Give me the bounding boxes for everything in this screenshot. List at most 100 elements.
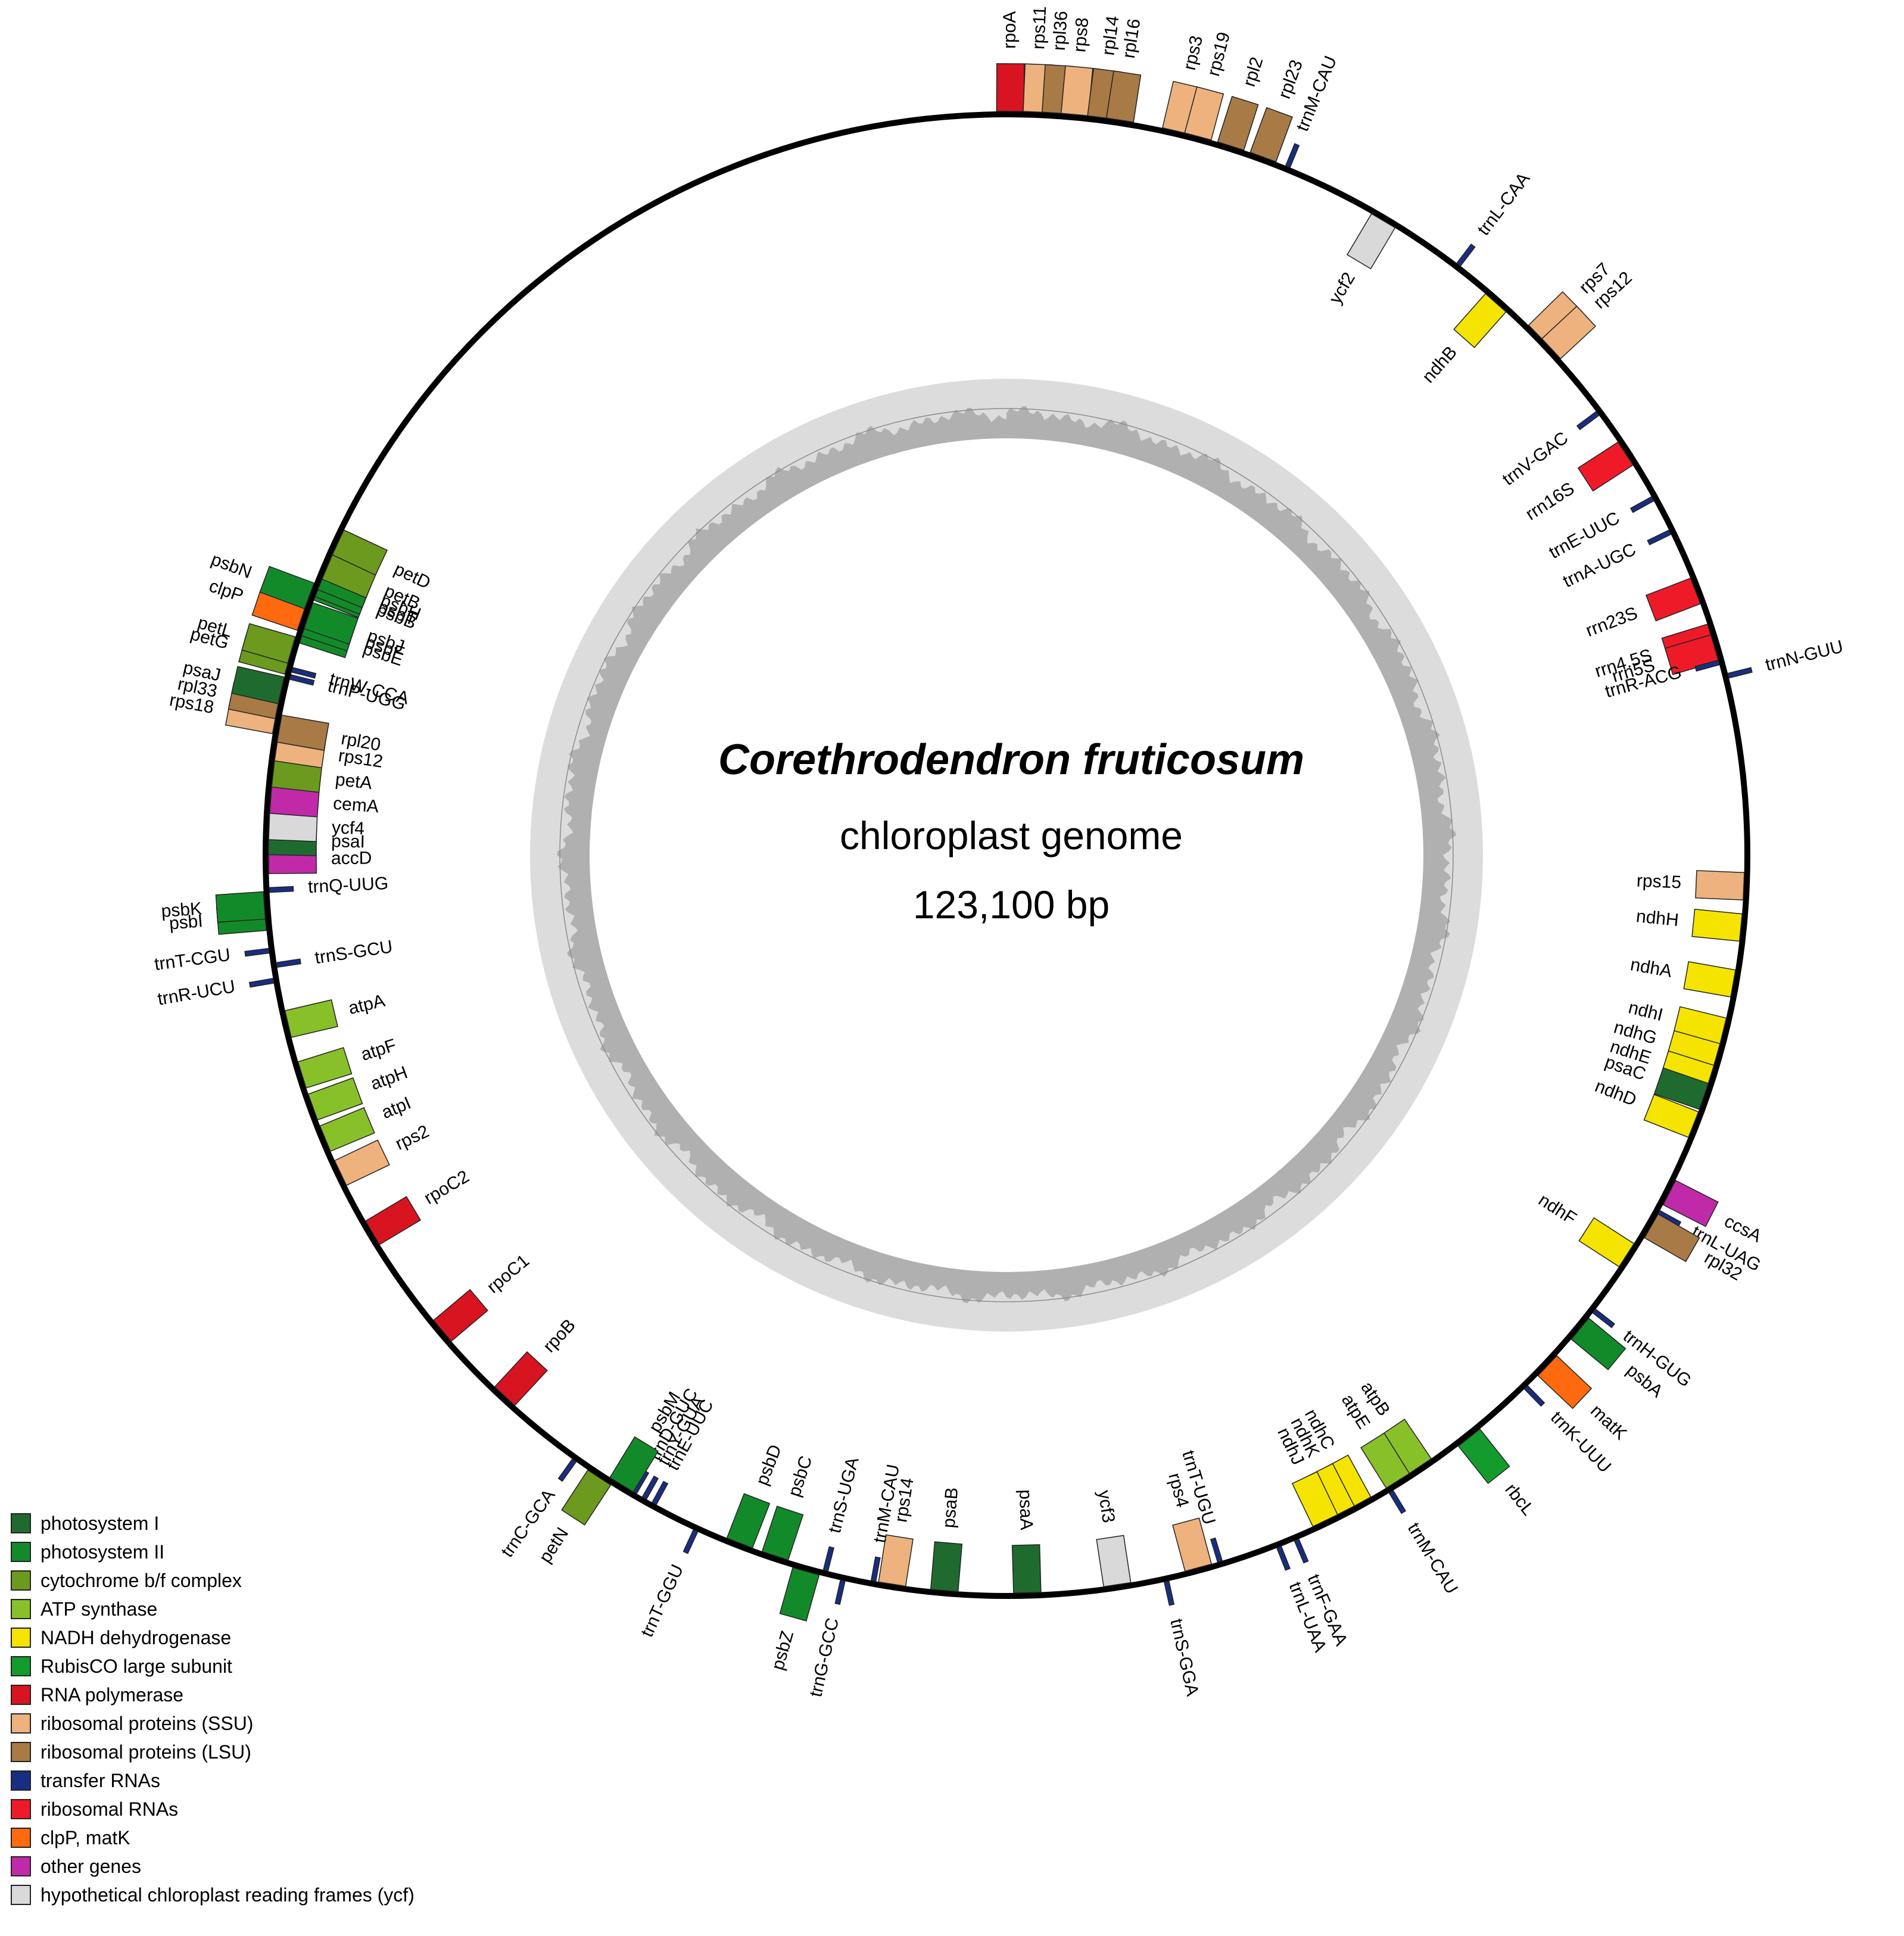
gene-block (276, 958, 301, 968)
gc-midline (559, 408, 1454, 1302)
gene-label: rps8 (1070, 17, 1092, 53)
legend-label: NADH dehydrogenase (40, 1626, 232, 1648)
gene-psaB: psaB (930, 1486, 963, 1592)
legend-label: RNA polymerase (40, 1684, 184, 1706)
gene-label: trnR-UCU (156, 977, 236, 1009)
gene-matK: matK (1537, 1355, 1631, 1444)
gene-cemA: cemA (269, 785, 379, 818)
legend-label: ribosomal proteins (SSU) (40, 1712, 254, 1734)
legend-item: ribosomal proteins (SSU) (11, 1709, 547, 1738)
gene-ndhB: ndhB (1419, 293, 1507, 386)
legend-item: ATP synthase (11, 1595, 547, 1623)
legend-label: RubisCO large subunit (40, 1655, 232, 1677)
gene-label: rps3 (1180, 34, 1207, 72)
gene-label: ndhF (1535, 1190, 1579, 1229)
gene-block (1578, 1217, 1635, 1268)
legend-item: hypothetical chloroplast reading frames … (11, 1881, 547, 1909)
genome-subtitle: chloroplast genome (839, 813, 1183, 858)
gene-ycf3: ycf3 (1094, 1489, 1132, 1588)
legend-label: photosystem II (40, 1541, 165, 1563)
legend-swatch (11, 1799, 31, 1819)
legend-swatch (11, 1513, 31, 1533)
gene-rpoB: rpoB (494, 1315, 579, 1407)
gene-block (319, 1107, 375, 1152)
gene-ndhF: ndhF (1535, 1190, 1635, 1268)
gene-label: psbC (784, 1454, 816, 1499)
gene-label: ycf3 (1094, 1489, 1118, 1524)
legend-label: transfer RNAs (40, 1769, 160, 1791)
gene-trnQ-UUG: trnQ-UUG (269, 874, 389, 897)
gene-label: rps19 (1204, 30, 1234, 78)
gene-block (557, 1458, 577, 1482)
gene-block (231, 666, 285, 704)
legend-label: clpP, matK (40, 1826, 130, 1848)
gc-content-ring (530, 379, 1483, 1332)
gene-block (1172, 1517, 1213, 1572)
gene-block (1456, 243, 1476, 267)
gene-block (1629, 496, 1654, 513)
gene-atpA: atpA (284, 991, 387, 1038)
legend-swatch (11, 1885, 31, 1905)
gene-block (683, 1529, 699, 1554)
gene-trnT-CGU: trnT-CGU (153, 945, 270, 974)
gene-label: rpl16 (1119, 17, 1145, 60)
gene-block (1662, 1180, 1719, 1227)
gene-block (1541, 305, 1597, 360)
gene-trnS-UGA: trnS-UGA (822, 1455, 863, 1572)
gene-block (1105, 70, 1142, 123)
gene-block (1537, 1355, 1593, 1410)
gene-block (1096, 1535, 1132, 1588)
gene-label: trnS-GGA (1166, 1617, 1202, 1698)
gene-label: accD (331, 849, 372, 868)
gene-ycf4: ycf4 (268, 812, 365, 842)
gene-rbcL: rbcL (1457, 1428, 1538, 1519)
gene-label: petA (334, 769, 373, 793)
gene-label: psbD (752, 1442, 786, 1488)
legend-label: ribosomal RNAs (40, 1798, 179, 1820)
gene-block (291, 666, 317, 679)
gene-block (248, 978, 275, 988)
gene-block (1645, 577, 1702, 622)
gene-block (1360, 1432, 1410, 1489)
gene-label: cemA (332, 794, 379, 817)
gene-block (834, 1579, 846, 1605)
gene-block (779, 1567, 820, 1622)
gene-label: trnT-CGU (153, 945, 232, 974)
gene-block (652, 1480, 669, 1505)
gene-label: matK (1587, 1401, 1631, 1444)
legend-item: transfer RNAs (11, 1766, 547, 1795)
gene-block (276, 715, 329, 751)
gene-block (1453, 293, 1507, 348)
gene-trnS-GGA: trnS-GGA (1163, 1580, 1202, 1698)
gene-block (1011, 1544, 1042, 1594)
gene-block (822, 1546, 834, 1572)
gene-psbK: psbK (161, 891, 266, 923)
legend-swatch (11, 1628, 31, 1648)
gene-block (641, 1475, 659, 1500)
gene-block (284, 999, 338, 1038)
gene-block (1210, 1537, 1223, 1563)
gene-block (303, 602, 359, 645)
gene-label: rpoC1 (483, 1251, 533, 1297)
gene-block (1523, 1385, 1545, 1407)
gene-block (1644, 1213, 1700, 1262)
gene-label: rrn23S (1583, 603, 1640, 641)
gene-trnM-CAU: trnM-CAU (1388, 1489, 1462, 1597)
gene-label: trnT-GGU (637, 1561, 687, 1640)
gene-block (1643, 1093, 1699, 1138)
gene-block (244, 947, 270, 957)
gene-label: rbcL (1501, 1480, 1538, 1519)
gene-psbZ: psbZ (768, 1567, 820, 1672)
gene-label: trnN-GUU (1763, 637, 1845, 675)
gene-block (1347, 213, 1396, 270)
legend-item: clpP, matK (11, 1823, 547, 1852)
gene-petL: petL (195, 613, 296, 664)
legend-swatch (11, 1856, 31, 1876)
gene-trnW-CCA: trnW-CCA (291, 666, 411, 709)
gene-trnE-UUC: trnE-UUC (1545, 496, 1654, 563)
legend-label: ATP synthase (40, 1598, 158, 1620)
legend-label: other genes (40, 1855, 142, 1877)
legend-label: cytochrome b/f complex (40, 1569, 242, 1591)
gene-ycf2: ycf2 (1325, 213, 1396, 307)
gene-block (930, 1541, 963, 1592)
